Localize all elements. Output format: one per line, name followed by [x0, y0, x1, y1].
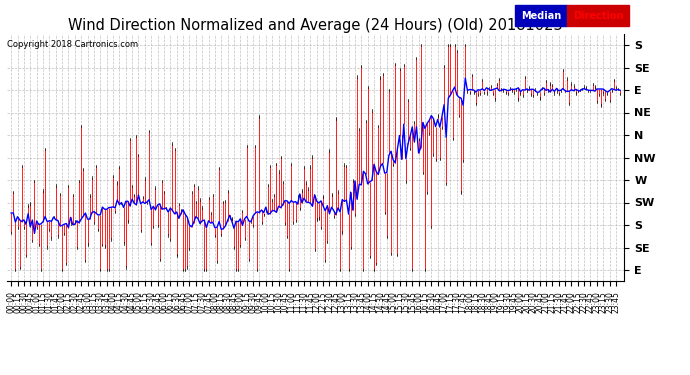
- Text: Copyright 2018 Cartronics.com: Copyright 2018 Cartronics.com: [7, 40, 138, 49]
- Title: Wind Direction Normalized and Average (24 Hours) (Old) 20181023: Wind Direction Normalized and Average (2…: [68, 18, 563, 33]
- Text: Direction: Direction: [573, 11, 623, 21]
- Text: Median: Median: [521, 11, 561, 21]
